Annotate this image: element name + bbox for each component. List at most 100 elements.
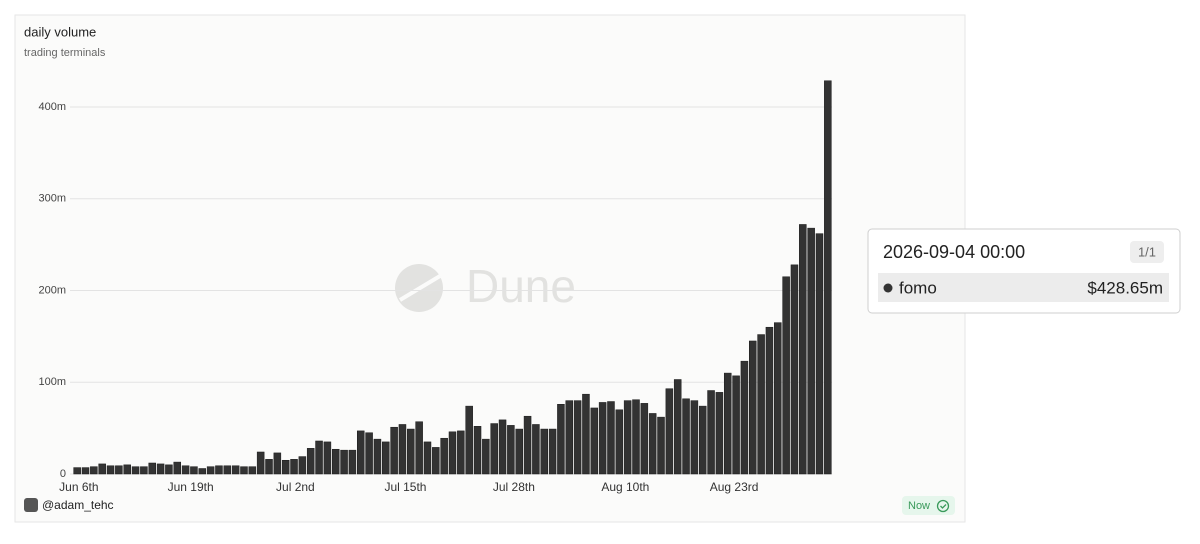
y-tick-label: 400m xyxy=(38,101,66,113)
bar xyxy=(690,400,699,475)
bar xyxy=(590,407,599,475)
bar xyxy=(473,426,482,475)
bar xyxy=(799,224,807,475)
bar xyxy=(306,448,315,475)
y-tick-label: 300m xyxy=(38,193,66,205)
avatar xyxy=(24,498,38,512)
bar xyxy=(373,438,382,475)
bar xyxy=(115,465,123,475)
bar xyxy=(490,423,498,475)
bar xyxy=(398,424,407,475)
bar xyxy=(607,401,615,475)
bar xyxy=(290,459,298,475)
bar xyxy=(774,322,782,475)
bar xyxy=(707,390,715,475)
bar xyxy=(140,466,148,475)
bar xyxy=(181,465,190,475)
bar xyxy=(532,424,540,475)
bar xyxy=(206,466,215,475)
watermark-text: Dune xyxy=(466,260,576,312)
author[interactable]: @adam_tehc xyxy=(42,498,114,512)
bar xyxy=(498,419,507,475)
bar xyxy=(540,428,549,475)
chart-subtitle: trading terminals xyxy=(24,47,106,59)
tooltip: 2026-09-04 00:00 1/1 fomo $428.65m xyxy=(867,228,1181,314)
bar xyxy=(432,447,440,475)
bar xyxy=(281,459,290,475)
tooltip-counter-bg xyxy=(1130,241,1164,263)
bar xyxy=(723,372,732,475)
bar xyxy=(515,428,523,475)
watermark-logo-stripe xyxy=(398,274,442,302)
bar xyxy=(582,393,590,475)
bar xyxy=(757,334,765,475)
bar xyxy=(523,415,532,475)
bar xyxy=(81,467,90,475)
bar xyxy=(256,451,265,475)
bar xyxy=(648,413,657,475)
bar xyxy=(548,428,557,475)
bar xyxy=(782,276,790,475)
bar xyxy=(190,466,198,475)
x-tick-label: Jul 28th xyxy=(493,480,535,494)
bar xyxy=(407,428,415,475)
bar xyxy=(231,465,240,475)
bar xyxy=(440,437,448,475)
bar xyxy=(348,449,357,475)
bar xyxy=(615,409,624,475)
bar xyxy=(340,449,348,475)
bar xyxy=(457,430,465,475)
bar xyxy=(740,360,749,475)
bar xyxy=(573,400,582,475)
bar xyxy=(365,432,373,475)
tooltip-title: 2026-09-04 00:00 xyxy=(883,242,1025,262)
bar xyxy=(665,388,674,475)
bar xyxy=(732,375,740,475)
bar xyxy=(824,80,832,475)
bar xyxy=(165,464,173,475)
bar xyxy=(632,399,640,475)
bar xyxy=(173,461,182,475)
bar xyxy=(198,468,207,475)
bar xyxy=(507,425,515,475)
y-tick-label: 100m xyxy=(38,376,66,388)
bar xyxy=(248,466,257,475)
x-tick-label: Jun 19th xyxy=(168,480,214,494)
bar xyxy=(807,227,815,475)
bar xyxy=(356,430,365,475)
x-tick-label: Jul 2nd xyxy=(276,480,315,494)
bar xyxy=(156,463,165,475)
plot: 0 100m 200m 300m 400m Jun 6th Jun 19th Jul 2nd J… xyxy=(38,80,832,494)
bar xyxy=(423,441,432,475)
y-tick-label: 0 xyxy=(60,468,66,480)
bar xyxy=(598,402,607,475)
bar xyxy=(98,463,106,475)
bar xyxy=(682,398,690,475)
bar xyxy=(790,264,799,475)
status-check xyxy=(940,504,947,509)
x-tick-label: Aug 10th xyxy=(601,480,649,494)
bar xyxy=(698,405,707,475)
bar xyxy=(749,340,757,475)
bar xyxy=(623,400,632,475)
tooltip-row xyxy=(878,273,1169,302)
legend-label: fomo xyxy=(899,278,937,297)
card xyxy=(14,14,966,523)
bar xyxy=(223,465,232,475)
bar xyxy=(565,400,574,475)
bar xyxy=(465,405,473,475)
bar xyxy=(315,440,323,475)
watermark: Dune xyxy=(395,260,576,312)
x-tick-label: Jul 15th xyxy=(384,480,426,494)
bar xyxy=(673,379,682,475)
bar xyxy=(131,466,140,475)
tooltip-counter: 1/1 xyxy=(1138,244,1156,259)
bar xyxy=(240,466,248,475)
bar xyxy=(106,465,115,475)
bar xyxy=(90,466,98,475)
bar xyxy=(765,326,774,475)
bar xyxy=(123,464,131,475)
y-tick-label: 200m xyxy=(38,284,66,296)
bar xyxy=(215,465,223,475)
